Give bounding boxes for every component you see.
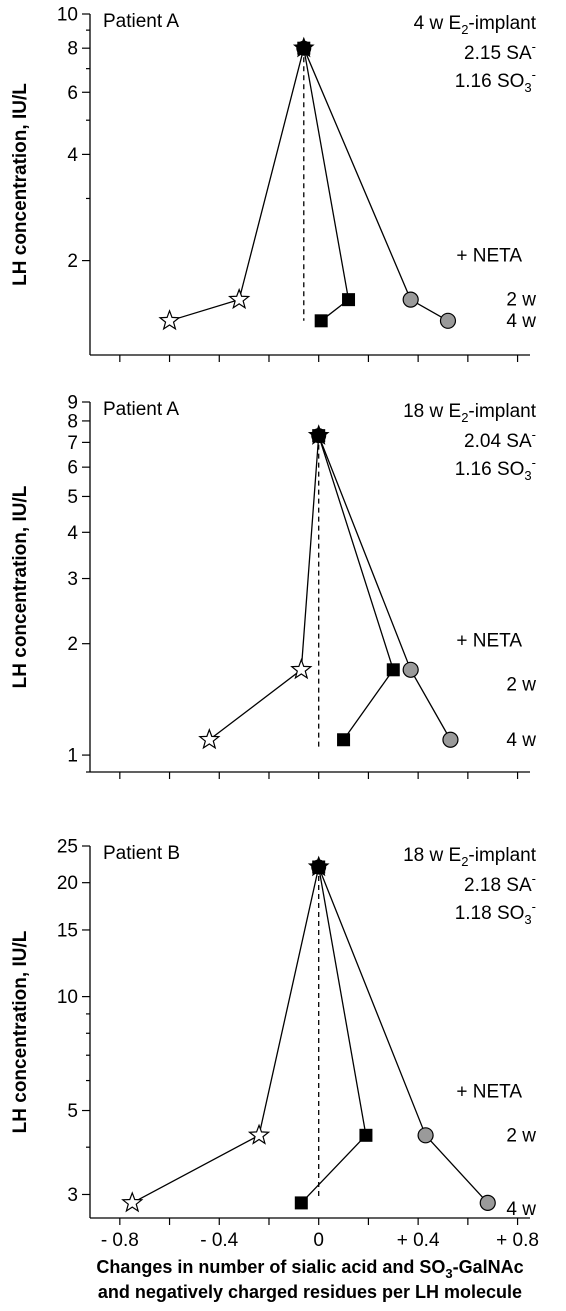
week-label: 2 w	[506, 675, 536, 696]
series-line-star	[208, 435, 320, 741]
sialic-acid-label: 2.18 SA-	[464, 871, 536, 896]
y-tick-label: 4	[67, 523, 78, 544]
series-line-star	[169, 48, 305, 322]
circle-marker	[417, 1127, 434, 1144]
series-line-square	[318, 435, 394, 741]
baseline-star-marker	[307, 424, 330, 445]
x-tick-label: + 0.4	[397, 1230, 440, 1251]
week-label: 4 w	[506, 311, 536, 332]
y-tick-label: 20	[57, 873, 78, 894]
star-marker	[228, 287, 251, 310]
circle-marker	[479, 1194, 496, 1212]
series-line-circle	[318, 435, 452, 741]
baseline-star-marker	[307, 855, 330, 877]
treatment-label: 18 w E2-implant	[403, 401, 537, 425]
y-tick-label: 1	[67, 746, 78, 767]
y-tick-label: 9	[67, 393, 78, 414]
sialic-acid-label: 2.15 SA-	[464, 39, 536, 64]
neta-label: + NETA	[456, 246, 522, 267]
y-tick-label: 8	[67, 39, 78, 60]
square-marker	[342, 293, 356, 307]
series-line-square	[303, 48, 350, 322]
sulfate-label: 1.16 SO3-	[455, 455, 536, 483]
panel-label: Patient A	[103, 399, 179, 420]
y-tick-label: 6	[67, 458, 78, 479]
y-tick-label: 5	[67, 487, 78, 508]
series-line-star	[131, 866, 320, 1204]
treatment-label: 18 w E2-implant	[403, 845, 537, 869]
chart-panel-1: 2 4 6 8 10 LH concentration, IU/L Patient A 4 w…	[10, 5, 537, 362]
circle-marker	[442, 731, 459, 748]
x-axis-title: Changes in number of sialic acid and SO3…	[96, 1257, 523, 1302]
y-tick-label: 15	[57, 920, 78, 941]
week-label: 2 w	[506, 1125, 536, 1146]
circle-marker	[402, 661, 419, 678]
y-tick-label: 3	[67, 1185, 78, 1206]
y-axis-title: LH concentration, IU/L	[10, 485, 31, 688]
x-tick-label: - 0.8	[101, 1230, 139, 1251]
star-marker	[158, 309, 181, 331]
y-tick-label: 10	[57, 987, 78, 1008]
star-marker	[290, 658, 313, 680]
chart-panel-2: 1 2 3 4 5 6 789 LH concentration, IU/L Patient A…	[10, 393, 537, 779]
square-marker	[337, 733, 351, 747]
x-tick-label: 0	[313, 1230, 324, 1251]
x-axis-title-line2: and negatively charged residues per LH m…	[98, 1282, 522, 1302]
star-marker	[247, 1123, 271, 1145]
week-label: 4 w	[506, 730, 536, 751]
sulfate-label: 1.18 SO3-	[455, 899, 536, 927]
star-marker	[198, 728, 221, 750]
y-axis-title: LH concentration, IU/L	[10, 930, 31, 1133]
y-axis-title: LH concentration, IU/L	[10, 83, 31, 286]
y-tick-label: 25	[57, 837, 78, 858]
neta-label: + NETA	[456, 631, 522, 652]
y-tick-label: 7	[67, 433, 78, 454]
sulfate-label: 1.16 SO3-	[455, 67, 536, 95]
x-tick-label: - 0.4	[200, 1230, 238, 1251]
series-line-circle	[303, 47, 449, 322]
x-tick-label: + 0.8	[496, 1230, 539, 1251]
treatment-label: 4 w E2-implant	[414, 13, 537, 37]
series-line-square	[300, 866, 367, 1204]
chart-panel-3: 3 5 10 15 20 25 - 0.8 - 0.4 0 + 0.4 + 0.8 LH concen…	[10, 837, 539, 1252]
panel-label: Patient B	[103, 843, 180, 864]
y-tick-label: 8	[67, 411, 78, 432]
y-tick-label: 2	[67, 634, 78, 655]
circle-marker	[402, 291, 419, 308]
circle-marker	[439, 312, 457, 329]
y-tick-label: 4	[67, 145, 78, 166]
square-marker	[359, 1128, 373, 1142]
x-axis-title-line1: Changes in number of sialic acid and SO3…	[96, 1257, 523, 1281]
y-tick-label: 10	[57, 5, 78, 26]
baseline-star-marker	[292, 36, 315, 58]
week-label: 4 w	[506, 1199, 536, 1220]
square-marker	[294, 1196, 308, 1210]
y-tick-label: 2	[67, 251, 78, 272]
y-tick-label: 6	[67, 83, 78, 104]
square-marker	[314, 314, 328, 328]
y-tick-label: 5	[67, 1101, 78, 1122]
week-label: 2 w	[506, 290, 536, 311]
square-marker	[386, 663, 400, 677]
sialic-acid-label: 2.04 SA-	[464, 427, 536, 452]
y-tick-label: 3	[67, 569, 78, 590]
panel-label: Patient A	[103, 11, 179, 32]
star-marker	[121, 1191, 144, 1213]
neta-label: + NETA	[456, 1081, 522, 1102]
